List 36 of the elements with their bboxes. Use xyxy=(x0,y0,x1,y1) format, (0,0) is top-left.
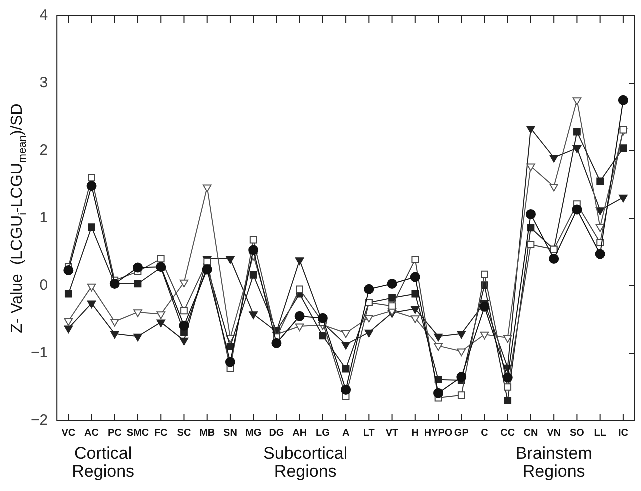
y-tick-label: 3 xyxy=(40,74,48,92)
y-tick-label: 0 xyxy=(40,277,48,294)
y-tick-label: −2 xyxy=(30,412,48,430)
x-tick-label: HYPO xyxy=(424,428,453,439)
y-tick-label: −1 xyxy=(30,344,48,362)
x-tick-label: A xyxy=(342,428,350,439)
x-tick-label: H xyxy=(412,428,420,439)
x-tick-label: VN xyxy=(547,428,562,439)
x-tick-label: AH xyxy=(292,428,308,439)
y-tick-label: 4 xyxy=(40,7,48,24)
x-tick-label: SC xyxy=(177,428,192,439)
x-tick-label: SN xyxy=(224,428,238,439)
x-tick-label: MG xyxy=(246,428,262,439)
y-axis-title: Z- Value (LCGUi-LCGUmean)/SD xyxy=(9,104,29,334)
x-tick-label: LG xyxy=(316,428,330,439)
y-tick-label: 2 xyxy=(40,142,48,160)
x-tick-label: LL xyxy=(594,428,606,439)
x-tick-label: LT xyxy=(363,428,375,439)
x-tick-label: VC xyxy=(62,428,76,439)
x-tick-label: FC xyxy=(154,428,168,439)
text: Subcortical Regions xyxy=(264,444,348,482)
x-tick-label: DG xyxy=(269,428,284,439)
x-tick-label: CC xyxy=(500,428,516,439)
x-tick-label: AC xyxy=(84,428,99,439)
x-tick-label: SMC xyxy=(126,428,150,439)
x-tick-label: PC xyxy=(108,428,122,439)
text: Brainstem Regions xyxy=(516,444,592,482)
text: Cortical Regions xyxy=(72,444,135,482)
x-tick-label: VT xyxy=(386,428,399,439)
y-tick-label: 1 xyxy=(40,210,48,227)
x-tick-label: IC xyxy=(618,428,628,439)
x-tick-label: SO xyxy=(570,428,585,439)
x-tick-label: CN xyxy=(524,428,538,439)
x-tick-label: C xyxy=(481,428,488,439)
x-tick-label: MB xyxy=(200,428,216,439)
x-tick-label: GP xyxy=(454,428,470,439)
